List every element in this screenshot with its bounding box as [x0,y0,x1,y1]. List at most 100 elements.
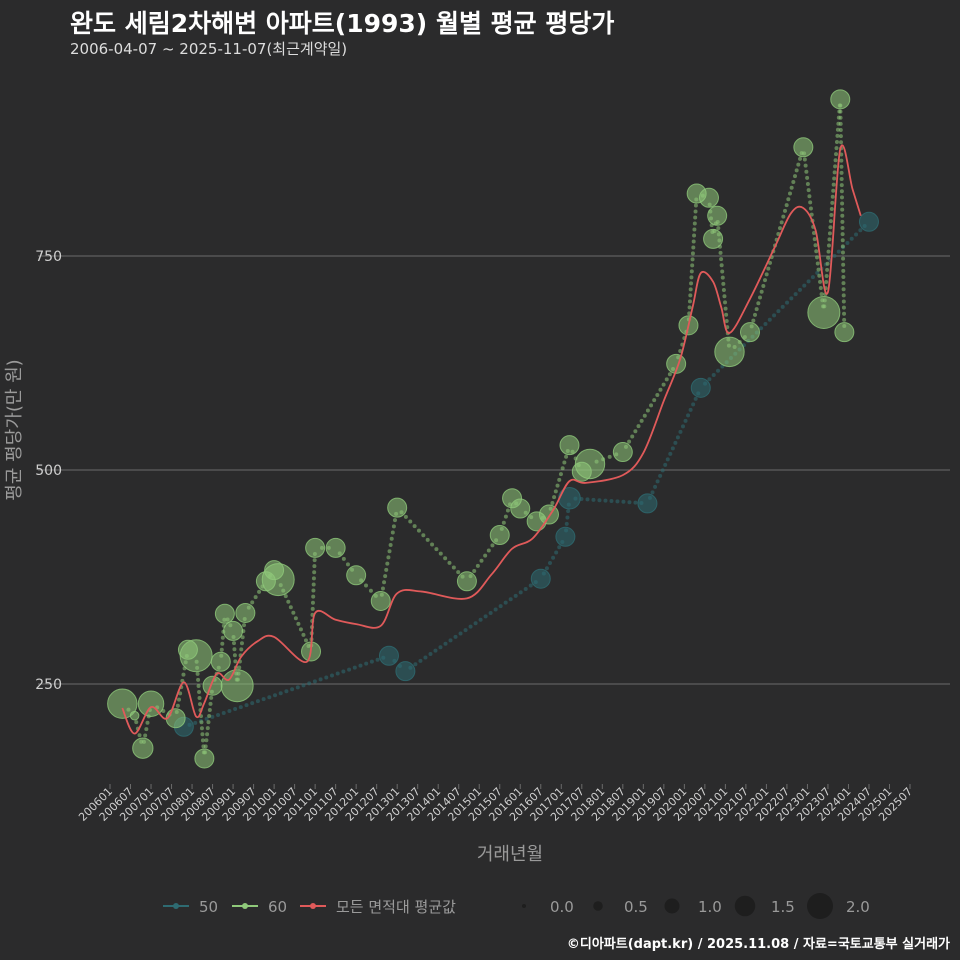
legend-size-key [734,895,756,917]
connector-dot [250,600,255,605]
connector-dot [636,424,641,429]
connector-dot [239,641,244,646]
legend-size-key [522,904,526,908]
connector-dot [216,712,221,717]
connector-dot [523,586,528,591]
data-point [489,525,510,546]
connector-dot [652,398,657,403]
connector-dot [793,174,797,179]
connector-dot [238,705,243,710]
connector-dot [548,560,552,565]
connector-dot [199,720,204,725]
connector-dot [253,595,258,600]
connector-dot [645,408,650,413]
connector-dot [793,292,798,297]
data-point [555,526,576,547]
data-point [261,563,295,597]
connector-dot [759,289,764,294]
legend-size-label: 0.0 [550,898,574,916]
connector-dot [387,549,392,554]
connector-dot [690,263,695,268]
connector-dot [834,139,839,144]
connector-dot [503,514,508,519]
connector-dot [204,716,209,721]
connector-dot [683,418,688,423]
data-point [574,448,606,480]
connector-dot [458,631,463,636]
connector-dot [783,208,787,213]
connector-dot [668,451,673,456]
connector-dot [691,402,696,407]
connector-dot [840,244,845,249]
data-point [793,137,814,158]
legend-size-label: 1.0 [698,898,722,916]
connector-dot [675,435,680,440]
connector-dot [298,627,303,632]
connector-dot [815,255,820,260]
connector-dot [347,667,352,672]
connector-dot [827,237,832,242]
connector-dot [425,537,430,542]
connector-dot [195,671,200,676]
connector-dot [815,261,820,266]
connector-dot [597,498,602,503]
connector-dot [834,146,839,151]
data-point [107,688,138,719]
connector-dot [475,563,480,568]
connector-dot [501,520,506,525]
source-caption: ©디아파트(dapt.kr) / 2025.11.08 / 자료=국토교통부 실… [566,937,950,952]
connector-dot [650,490,655,495]
connector-dot [329,673,334,678]
connector-dot [763,278,767,283]
connector-dot [811,230,816,235]
connector-dot [301,683,306,688]
connector-dot [858,228,863,233]
connector-dot [688,407,693,412]
connector-dot [825,267,830,272]
connector-dot [143,733,148,738]
connector-dot [838,127,843,132]
legend-key-dot [242,903,248,909]
connector-dot [781,214,786,219]
connector-dot [842,317,847,322]
connector-dot [693,209,698,214]
connector-dot [768,260,772,265]
connector-dot [385,561,390,566]
connector-dot [493,607,498,612]
connector-dot [423,655,428,660]
connector-dot [830,200,835,205]
connector-dot [145,720,150,725]
connector-dot [838,134,843,139]
connector-dot [206,720,211,725]
connector-dot [196,683,201,688]
connector-dot [720,269,725,274]
data-point [305,537,326,558]
connector-dot [627,500,632,505]
connector-dot [278,691,283,696]
connector-dot [558,472,563,477]
connector-dot [513,593,518,598]
connector-dot [413,662,418,667]
data-point [129,710,140,721]
connector-dot [785,300,790,305]
connector-dot [193,720,198,725]
connector-dot [232,653,237,658]
data-point [395,661,416,682]
connector-dot [518,590,523,595]
connector-dot [137,733,142,738]
connector-dot [240,635,245,640]
connector-dot [827,231,832,236]
connector-dot [386,555,391,560]
connector-dot [779,220,784,225]
data-point [559,435,580,456]
data-point [510,498,531,519]
connector-dot [653,484,658,489]
connector-dot [789,185,794,190]
connector-dot [854,232,859,237]
legend-key-dot [173,903,179,909]
connector-dot [483,553,488,558]
connector-dot [841,262,846,267]
legend-size-label: 0.5 [624,898,648,916]
connector-dot [832,170,837,175]
connector-dot [175,703,180,708]
